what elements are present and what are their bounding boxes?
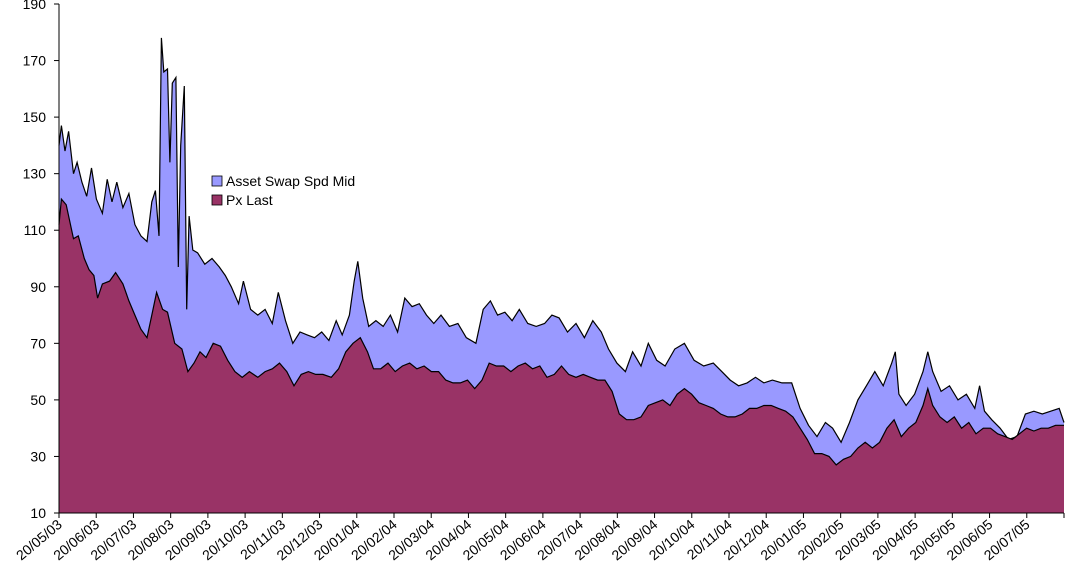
legend: Asset Swap Spd Mid Px Last (211, 173, 355, 208)
legend-swatch-px-last (211, 194, 223, 206)
y-tick-label: 30 (30, 448, 46, 464)
y-axis-ticks: 10 30 50 70 90 110 130 150 170 190 (23, 0, 59, 521)
legend-swatch-asset-swap-spd-mid (211, 175, 223, 187)
y-tick-label: 50 (30, 392, 46, 408)
x-axis-ticks: 20/05/0320/06/0320/07/0320/08/0320/09/03… (13, 513, 1065, 563)
y-tick-label: 70 (30, 335, 46, 351)
y-tick-label: 130 (23, 166, 47, 182)
legend-label-asset-swap-spd-mid: Asset Swap Spd Mid (226, 173, 355, 189)
y-tick-label: 90 (30, 279, 46, 295)
legend-label-px-last: Px Last (226, 192, 273, 208)
y-tick-label: 150 (23, 109, 47, 125)
y-tick-label: 110 (24, 222, 47, 238)
area-px-last (59, 199, 1064, 513)
line-px-last (58, 197, 1064, 466)
series-areas (58, 37, 1065, 514)
y-tick-label: 170 (23, 53, 47, 69)
y-tick-label: 190 (23, 0, 47, 12)
axes (58, 4, 1064, 514)
line-asset-swap-spd-mid (58, 37, 1065, 444)
y-tick-label: 10 (30, 505, 46, 521)
